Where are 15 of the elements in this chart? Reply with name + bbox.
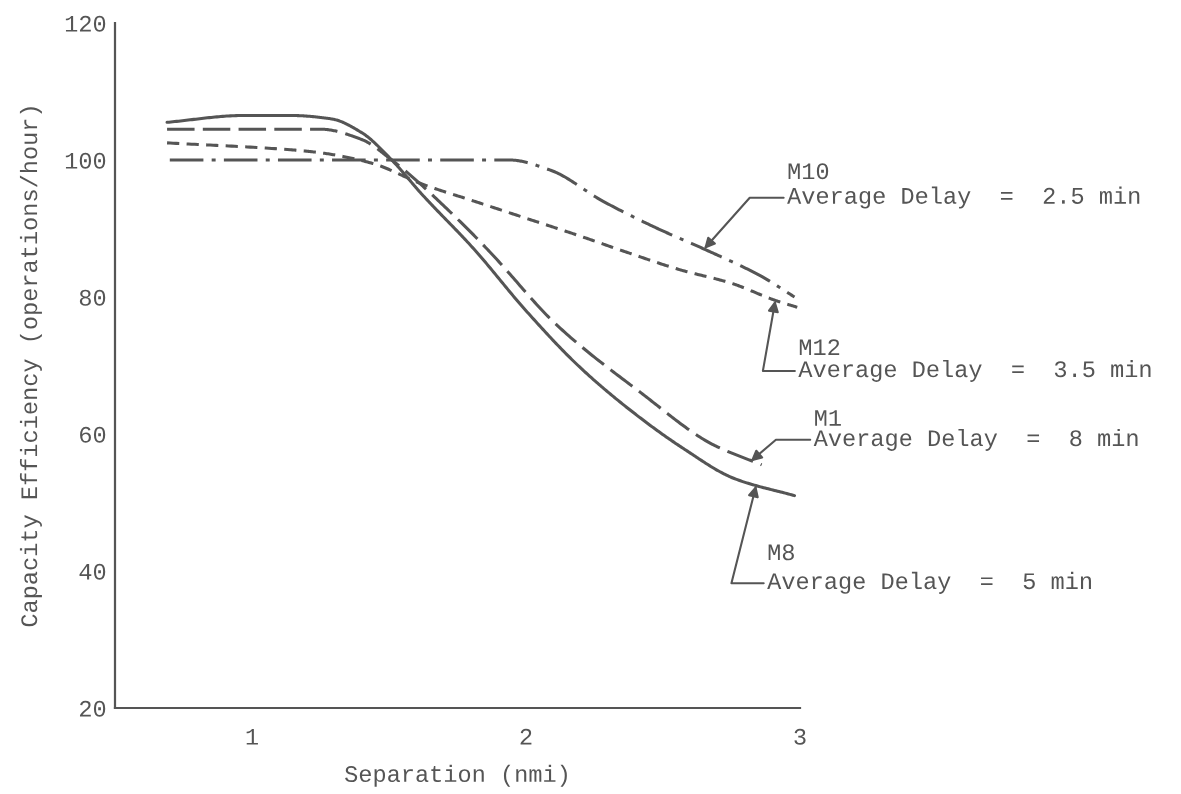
y-tick-label: 120	[65, 15, 106, 32]
y-tick-label: 80	[79, 289, 106, 306]
annotation: M10 Average Delay = 2.5 min	[787, 163, 1140, 209]
x-tick-label: 1	[246, 729, 258, 745]
annotation: M12 Average Delay = 3.5 min	[798, 339, 1151, 382]
y-tick-label: 40	[79, 563, 106, 580]
annotation: M1 Average Delay = 8 min	[813, 410, 1138, 451]
x-tick-label: 2	[520, 728, 532, 745]
annotation: M8 Average Delay = 5 min	[767, 544, 1091, 594]
x-axis-title: Separation (nmi)	[345, 764, 567, 787]
y-axis-title: Capacity Efficiency (operations/hour)	[19, 107, 42, 627]
y-tick-label: 20	[79, 700, 106, 717]
y-tick-label: 60	[80, 426, 106, 443]
y-tick-label: 100	[65, 152, 106, 169]
x-tick-label: 3	[794, 728, 806, 745]
